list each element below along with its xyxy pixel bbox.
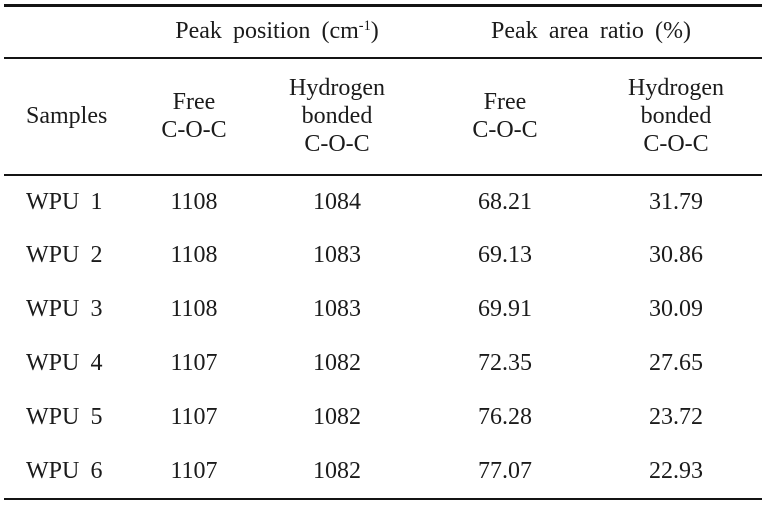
hbonded-coc-area-value: 31.79 — [649, 188, 703, 215]
free-coc-area-value: 69.91 — [478, 296, 532, 322]
corner-cell-empty — [4, 5, 134, 59]
column-header-hbonded-coc-position: Hydrogen bonded C-O-C — [254, 57, 420, 176]
hbonded-label-line1: Hydrogen — [289, 74, 385, 101]
free-coc-area-value: 68.21 — [478, 188, 532, 215]
free-label-line2: C-O-C — [161, 117, 227, 143]
group-header-peak-area-ratio: Peak area ratio (%) — [420, 5, 763, 59]
hbonded-coc-area-value: 30.09 — [649, 296, 703, 322]
hbonded-coc-position-value: 1084 — [313, 188, 361, 215]
hbonded-coc-position-value: 1083 — [313, 296, 361, 322]
hbonded-coc-area-value: 23.72 — [649, 404, 703, 430]
free-label-line1: Free — [483, 88, 527, 115]
hbonded-coc-area-value: 30.86 — [649, 242, 703, 268]
table-row-wpu2: WPU 2 1108 1083 69.13 30.86 — [4, 229, 762, 283]
free-coc-position-value: 1107 — [170, 350, 218, 376]
sample-name: WPU 6 — [26, 457, 103, 484]
column-header-samples: Samples — [4, 57, 134, 176]
hbonded-coc-position-value: 1082 — [313, 350, 361, 376]
group-header-peak-position: Peak position (cm-1) — [134, 5, 420, 59]
hbonded-coc-position-value: 1082 — [313, 457, 361, 484]
sample-name: WPU 2 — [26, 242, 103, 268]
free-label-line1: Free — [172, 88, 216, 115]
hbonded-coc-position-value: 1083 — [313, 242, 361, 268]
table-row-wpu5: WPU 5 1107 1082 76.28 23.72 — [4, 391, 762, 445]
sample-name: WPU 3 — [26, 296, 103, 322]
free-coc-position-value: 1107 — [170, 404, 218, 430]
column-header-free-coc-position: Free C-O-C — [134, 57, 254, 176]
table-row-wpu4: WPU 4 1107 1082 72.35 27.65 — [4, 337, 762, 391]
hbonded-label-line2: bonded — [640, 102, 712, 129]
free-coc-position-value: 1107 — [170, 457, 218, 484]
free-coc-area-value: 77.07 — [478, 457, 532, 484]
group-header-peak-position-close: ) — [370, 18, 379, 45]
column-header-free-coc-area: Free C-O-C — [420, 57, 590, 176]
sample-name: WPU 1 — [26, 188, 103, 215]
superscript-minus-one: -1 — [358, 18, 371, 35]
column-header-hbonded-coc-area: Hydrogen bonded C-O-C — [590, 57, 763, 176]
column-header-row: Samples Free C-O-C Hydrogen bonded C-O-C… — [4, 57, 763, 176]
table-row-wpu6: WPU 6 1107 1082 77.07 22.93 — [4, 445, 762, 499]
free-coc-position-value: 1108 — [170, 242, 218, 268]
free-coc-position-value: 1108 — [170, 296, 218, 322]
hbonded-coc-area-value: 22.93 — [649, 457, 703, 484]
hbonded-coc-area-value: 27.65 — [649, 350, 703, 376]
group-header-peak-position-text: Peak position (cm — [175, 18, 359, 45]
table-row-wpu1: WPU 1 1108 1084 68.21 31.79 — [4, 175, 762, 229]
free-coc-position-value: 1108 — [170, 188, 218, 215]
ftir-peak-table: Peak position (cm-1) Peak area ratio (%)… — [4, 4, 763, 500]
free-label-line2: C-O-C — [472, 117, 538, 143]
group-header-row: Peak position (cm-1) Peak area ratio (%) — [4, 5, 763, 59]
sample-name: WPU 4 — [26, 350, 103, 376]
table-row-wpu3: WPU 3 1108 1083 69.91 30.09 — [4, 283, 762, 337]
sample-name: WPU 5 — [26, 404, 103, 430]
hbonded-label-line1: Hydrogen — [628, 74, 724, 101]
hbonded-label-line3: C-O-C — [304, 131, 370, 158]
free-coc-area-value: 76.28 — [478, 404, 532, 430]
hbonded-label-line3: C-O-C — [643, 131, 709, 158]
free-coc-area-value: 72.35 — [478, 350, 532, 376]
hbonded-label-line2: bonded — [301, 102, 373, 129]
hbonded-coc-position-value: 1082 — [313, 404, 361, 430]
free-coc-area-value: 69.13 — [478, 242, 532, 268]
